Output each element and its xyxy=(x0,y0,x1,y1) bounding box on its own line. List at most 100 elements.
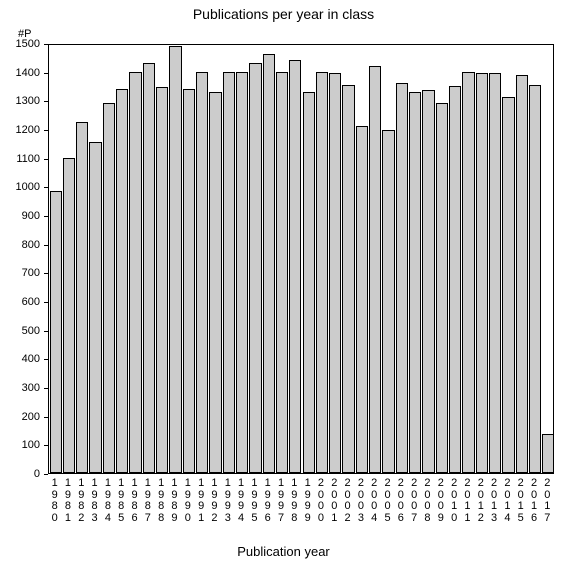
y-tick xyxy=(44,417,48,418)
x-tick-label: 2 0 0 6 xyxy=(394,478,407,524)
bar xyxy=(342,85,354,473)
bar xyxy=(116,89,128,473)
y-tick-label: 200 xyxy=(0,411,40,423)
y-tick-label: 700 xyxy=(0,267,40,279)
y-tick-label: 1200 xyxy=(0,124,40,136)
bar xyxy=(489,73,501,473)
y-tick xyxy=(44,331,48,332)
bar xyxy=(409,92,421,473)
bar xyxy=(369,66,381,473)
x-tick-label: 1 9 8 0 xyxy=(48,478,61,524)
x-tick-label: 2 0 1 7 xyxy=(541,478,554,524)
y-tick xyxy=(44,130,48,131)
chart-container: Publications per year in class #P Public… xyxy=(0,0,567,567)
x-tick-label: 1 9 8 4 xyxy=(101,478,114,524)
y-tick-label: 500 xyxy=(0,325,40,337)
x-tick-label: 1 9 8 5 xyxy=(115,478,128,524)
y-tick-label: 0 xyxy=(0,468,40,480)
y-tick-label: 800 xyxy=(0,239,40,251)
bar xyxy=(276,72,288,473)
bar xyxy=(303,92,315,473)
bar xyxy=(316,72,328,473)
bar xyxy=(196,72,208,473)
bar xyxy=(462,72,474,473)
y-tick xyxy=(44,474,48,475)
x-tick-label: 1 9 9 6 xyxy=(261,478,274,524)
bars-layer xyxy=(49,45,553,473)
bar xyxy=(183,89,195,473)
bar xyxy=(529,85,541,473)
bar xyxy=(89,142,101,473)
x-tick-label: 2 0 0 8 xyxy=(421,478,434,524)
bar xyxy=(50,191,62,473)
x-tick-label: 1 9 9 8 xyxy=(288,478,301,524)
x-tick-label: 1 9 8 6 xyxy=(128,478,141,524)
y-tick-label: 1300 xyxy=(0,95,40,107)
bar xyxy=(129,72,141,473)
y-tick xyxy=(44,216,48,217)
x-tick-label: 2 0 1 5 xyxy=(514,478,527,524)
y-tick xyxy=(44,73,48,74)
bar xyxy=(382,130,394,473)
y-tick xyxy=(44,187,48,188)
y-tick xyxy=(44,388,48,389)
bar xyxy=(143,63,155,473)
bar xyxy=(422,90,434,473)
y-tick xyxy=(44,359,48,360)
bar xyxy=(516,75,528,473)
plot-area xyxy=(48,44,554,474)
x-tick-label: 2 0 0 5 xyxy=(381,478,394,524)
x-tick-label: 2 0 1 6 xyxy=(527,478,540,524)
y-tick xyxy=(44,159,48,160)
bar xyxy=(156,87,168,473)
bar xyxy=(449,86,461,473)
x-tick-label: 2 0 0 9 xyxy=(434,478,447,524)
y-tick-label: 400 xyxy=(0,353,40,365)
bar xyxy=(329,73,341,473)
bar xyxy=(209,92,221,473)
x-tick-label: 1 9 9 9 xyxy=(301,478,314,524)
bar xyxy=(63,158,75,473)
x-tick-label: 1 9 9 2 xyxy=(208,478,221,524)
x-tick-label: 1 9 9 5 xyxy=(248,478,261,524)
x-tick-label: 1 9 8 7 xyxy=(141,478,154,524)
x-tick-label: 2 0 1 2 xyxy=(474,478,487,524)
x-tick-label: 2 0 1 1 xyxy=(461,478,474,524)
bar xyxy=(103,103,115,473)
chart-title: Publications per year in class xyxy=(0,6,567,22)
y-tick xyxy=(44,101,48,102)
x-tick-label: 2 0 0 7 xyxy=(408,478,421,524)
y-tick-label: 100 xyxy=(0,439,40,451)
x-tick-label: 1 9 8 3 xyxy=(88,478,101,524)
x-axis-label: Publication year xyxy=(0,544,567,559)
x-tick-label: 1 9 9 3 xyxy=(221,478,234,524)
y-tick xyxy=(44,445,48,446)
y-tick-label: 1400 xyxy=(0,67,40,79)
x-tick-label: 2 0 1 4 xyxy=(501,478,514,524)
x-tick-label: 2 0 1 0 xyxy=(447,478,460,524)
bar xyxy=(476,73,488,473)
y-tick-label: 300 xyxy=(0,382,40,394)
bar xyxy=(223,72,235,473)
x-tick-label: 1 9 9 7 xyxy=(274,478,287,524)
y-tick xyxy=(44,245,48,246)
y-tick-label: 1500 xyxy=(0,38,40,50)
x-tick-label: 2 0 0 1 xyxy=(328,478,341,524)
bar xyxy=(542,434,554,473)
bar xyxy=(263,54,275,473)
x-tick-label: 1 9 8 9 xyxy=(168,478,181,524)
x-tick-label: 2 0 0 2 xyxy=(341,478,354,524)
x-tick-label: 2 0 0 0 xyxy=(314,478,327,524)
y-tick-label: 1000 xyxy=(0,181,40,193)
x-tick-label: 2 0 1 3 xyxy=(487,478,500,524)
y-tick-label: 1100 xyxy=(0,153,40,165)
bar xyxy=(396,83,408,473)
bar xyxy=(502,97,514,473)
bar xyxy=(169,46,181,473)
x-tick-label: 1 9 8 2 xyxy=(75,478,88,524)
y-tick-label: 900 xyxy=(0,210,40,222)
y-tick xyxy=(44,44,48,45)
x-tick-label: 2 0 0 4 xyxy=(368,478,381,524)
x-tick-label: 2 0 0 3 xyxy=(354,478,367,524)
x-tick-label: 1 9 9 0 xyxy=(181,478,194,524)
